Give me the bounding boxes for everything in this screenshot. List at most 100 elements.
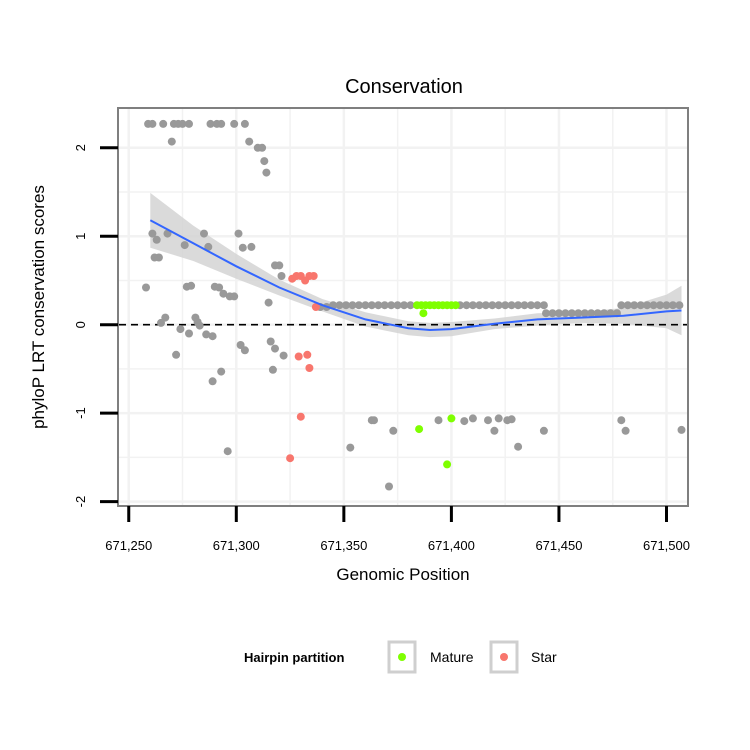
point-other xyxy=(380,301,389,310)
point-other xyxy=(567,309,576,318)
point-other xyxy=(262,168,271,177)
point-other xyxy=(630,301,639,310)
point-other xyxy=(154,253,163,262)
point-other xyxy=(675,301,684,310)
point-mature xyxy=(451,301,460,310)
point-other xyxy=(533,301,542,310)
point-other xyxy=(208,332,217,341)
point-other xyxy=(152,235,161,244)
point-other xyxy=(554,309,563,318)
point-other xyxy=(159,119,168,128)
point-star xyxy=(294,352,303,361)
point-other xyxy=(346,443,355,452)
y-tick-label: 0 xyxy=(73,321,88,328)
x-tick-label: 671,350 xyxy=(320,538,367,553)
point-other xyxy=(277,272,286,280)
point-other xyxy=(374,301,383,310)
point-other xyxy=(215,283,224,292)
point-other xyxy=(172,350,181,359)
point-other xyxy=(208,377,217,386)
point-other xyxy=(593,309,602,318)
point-other xyxy=(462,301,471,310)
confidence-band-layer xyxy=(150,192,682,338)
point-other xyxy=(520,301,529,310)
point-other xyxy=(481,301,490,310)
point-other xyxy=(617,416,626,425)
point-other xyxy=(636,301,645,310)
point-other xyxy=(677,425,686,434)
point-other xyxy=(514,442,523,451)
point-other xyxy=(236,341,245,349)
point-other xyxy=(475,301,484,310)
point-other xyxy=(649,301,658,310)
point-other xyxy=(574,309,583,318)
points-layer xyxy=(142,119,686,491)
point-other xyxy=(142,283,150,292)
point-mature xyxy=(419,309,428,318)
y-tick-label: 2 xyxy=(73,144,88,151)
point-other xyxy=(342,301,350,310)
point-other xyxy=(494,414,503,423)
point-other xyxy=(548,309,557,318)
point-other xyxy=(268,365,277,374)
point-other xyxy=(260,157,269,166)
point-star xyxy=(305,364,314,372)
point-other xyxy=(206,119,215,128)
point-other xyxy=(539,301,548,310)
point-other xyxy=(539,426,548,435)
point-other xyxy=(385,482,393,491)
legend-title: Hairpin partition xyxy=(244,650,344,665)
point-other xyxy=(204,242,213,251)
point-other xyxy=(279,351,288,360)
point-star xyxy=(309,272,318,280)
point-other xyxy=(176,325,185,334)
point-other xyxy=(185,329,193,338)
point-other xyxy=(180,241,189,250)
legend-label-mature: Mature xyxy=(430,649,474,665)
point-other xyxy=(161,313,170,322)
point-other xyxy=(185,119,193,128)
x-tick-label: 671,250 xyxy=(105,538,152,553)
point-other xyxy=(247,242,256,251)
point-other xyxy=(527,301,535,310)
point-other xyxy=(621,426,630,435)
x-axis-title: Genomic Position xyxy=(336,565,469,584)
point-other xyxy=(202,330,211,339)
legend: Hairpin partition Mature Star xyxy=(244,640,557,674)
x-tick-label: 671,450 xyxy=(535,538,582,553)
y-tick-label: -2 xyxy=(73,496,88,508)
point-other xyxy=(501,301,510,310)
point-other xyxy=(217,119,226,128)
smooth-line-layer xyxy=(149,219,682,332)
legend-dot-mature xyxy=(398,653,406,661)
point-other xyxy=(561,309,570,318)
point-other xyxy=(219,289,228,298)
point-other xyxy=(406,301,415,310)
point-other xyxy=(361,301,370,310)
point-other xyxy=(514,301,523,310)
point-star xyxy=(296,412,305,421)
point-other xyxy=(223,447,232,456)
point-other xyxy=(264,298,273,307)
point-other xyxy=(580,309,589,318)
point-star xyxy=(303,350,312,359)
point-other xyxy=(656,301,664,310)
point-other xyxy=(335,301,344,310)
x-axis: 671,250 671,300 671,350 671,400 671,450 671,5… xyxy=(105,506,690,553)
point-other xyxy=(389,426,398,435)
point-other xyxy=(148,229,157,238)
point-other xyxy=(662,301,671,310)
legend-label-star: Star xyxy=(531,649,557,665)
point-other xyxy=(668,301,677,310)
point-other xyxy=(240,346,249,355)
point-other xyxy=(230,119,239,128)
point-other xyxy=(460,417,469,426)
point-other xyxy=(494,301,503,310)
point-other xyxy=(271,344,279,353)
point-other xyxy=(275,261,284,270)
point-other xyxy=(370,416,378,425)
y-tick-label: 1 xyxy=(73,233,88,240)
point-other xyxy=(617,301,626,310)
grid-lines xyxy=(119,109,687,505)
